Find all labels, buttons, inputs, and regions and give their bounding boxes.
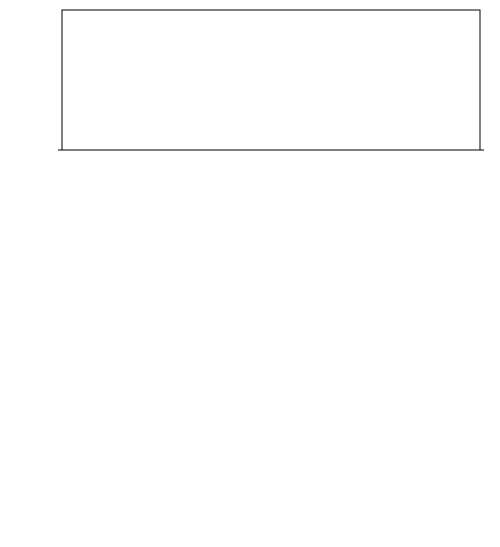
figure-container: { "figure": { "width": 500, "height": 54… bbox=[0, 0, 500, 547]
panel-a-frame bbox=[62, 10, 480, 150]
multi-panel-chart bbox=[0, 0, 500, 547]
